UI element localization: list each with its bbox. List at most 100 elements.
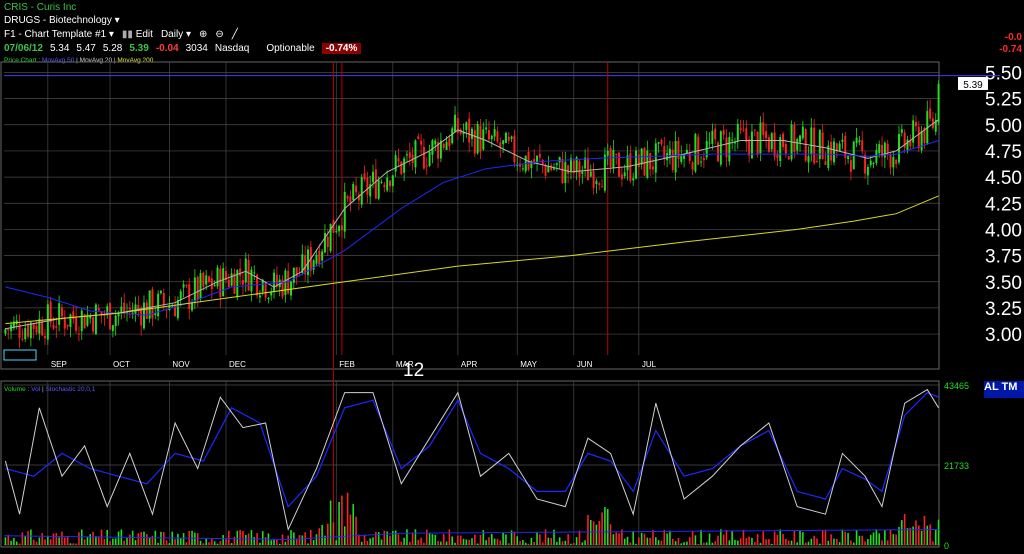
symbol-title[interactable]: CRIS - Curis Inc <box>4 2 76 13</box>
candle-body <box>109 303 112 330</box>
legend-ma200: MovAvg 200 <box>117 57 154 64</box>
candle-body <box>688 152 691 162</box>
candle-body <box>244 258 247 283</box>
candle-body <box>929 108 932 119</box>
industry-group[interactable]: DRUGS - Biotechnology ▾ <box>4 15 120 26</box>
candle-body <box>425 165 428 167</box>
candle-body <box>241 280 244 285</box>
candle-body <box>536 155 539 163</box>
candle-body <box>513 135 516 163</box>
candle-body <box>654 143 657 173</box>
stochastic-signal-line <box>5 391 939 508</box>
volume-indicator-legend[interactable]: Volume : Vol | Stochastic 20,0,1 <box>4 386 96 393</box>
candle-body <box>507 136 510 141</box>
draw-line-icon[interactable]: ╱ <box>231 29 238 40</box>
candle-body <box>233 273 236 294</box>
candle-body <box>38 318 41 334</box>
candle-body <box>273 272 276 291</box>
candle-body <box>315 254 318 264</box>
price-tick-label: 4.00 <box>985 220 1022 241</box>
scroll-strip[interactable]: AL TM <box>984 381 1024 398</box>
candle-body <box>558 156 561 163</box>
chart-template-select[interactable]: F1 - Chart Template #1 ▾ <box>4 29 114 40</box>
candle-body <box>550 165 553 171</box>
candle-body <box>835 143 838 152</box>
candle-body <box>86 314 89 326</box>
zoom-in-icon[interactable]: ⊕ <box>198 29 208 40</box>
candle-body <box>895 159 898 165</box>
candle-body <box>383 184 386 188</box>
candle-body <box>584 157 587 169</box>
candle-body <box>804 129 807 161</box>
candle-body <box>97 308 100 311</box>
candle-body <box>793 125 796 152</box>
price-scroll-box <box>3 349 37 361</box>
candle-body <box>731 139 734 141</box>
candle-body <box>12 321 15 329</box>
template-label: F1 - Chart Template #1 <box>4 29 107 40</box>
candle-body <box>408 152 411 158</box>
candle-body <box>301 254 304 273</box>
moving-average-line <box>5 195 939 325</box>
candle-body <box>807 156 810 163</box>
candle-body <box>564 161 567 184</box>
symbol-separator: - <box>27 2 37 13</box>
candle-body <box>527 151 530 170</box>
candle-body <box>521 168 524 170</box>
candle-body <box>60 307 63 317</box>
candle-body <box>4 329 7 334</box>
month-label: SEP <box>51 360 67 369</box>
candle-body <box>547 165 550 173</box>
candle-body <box>677 140 680 159</box>
candle-body <box>575 157 578 173</box>
candle-body <box>275 274 278 287</box>
candle-body <box>157 293 160 317</box>
candle-body <box>493 129 496 137</box>
volume-tick-label: 0 <box>944 541 949 551</box>
candle-body <box>702 157 705 161</box>
candle-body <box>861 140 864 152</box>
candle-body <box>864 154 867 174</box>
candle-body <box>618 152 621 177</box>
candle-body <box>236 270 239 298</box>
price-indicator-legend[interactable]: Price Chart : MovAvg 50 | MovAvg 20 | Mo… <box>4 57 154 64</box>
candle-body <box>685 149 688 153</box>
candle-body <box>357 194 360 201</box>
candle-body <box>643 147 646 176</box>
candle-body <box>657 142 660 144</box>
candle-body <box>196 276 199 300</box>
year-marker: 12 <box>403 360 424 381</box>
price-tick-label: 4.75 <box>985 142 1022 163</box>
candle-body <box>572 160 575 174</box>
candle-body <box>767 137 770 152</box>
price-tick-label: 5.00 <box>985 116 1022 137</box>
candle-body <box>131 312 134 314</box>
candle-body <box>281 279 284 297</box>
candle-body <box>326 236 329 248</box>
candle-body <box>878 144 881 154</box>
candle-body <box>338 225 341 232</box>
candle-body <box>909 140 912 147</box>
bar-chart-icon: ▮▮ <box>121 29 133 40</box>
candle-body <box>94 304 97 335</box>
zoom-out-icon[interactable]: ⊖ <box>215 29 224 40</box>
candle-body <box>394 155 397 172</box>
candle-body <box>386 177 389 191</box>
candle-body <box>567 165 570 174</box>
company-name: Curis Inc <box>36 2 77 13</box>
candle-body <box>253 272 256 274</box>
candle-body <box>586 157 589 181</box>
candle-body <box>674 141 677 173</box>
candle-body <box>239 268 242 276</box>
candle-body <box>456 118 459 133</box>
edit-button[interactable]: ▮▮ Edit <box>122 29 153 40</box>
chevron-down-icon: ▾ <box>185 29 191 40</box>
candle-body <box>680 154 683 162</box>
candle-body <box>439 140 442 159</box>
candle-body <box>708 142 711 144</box>
period-select[interactable]: Daily ▾ <box>161 29 191 40</box>
candle-body <box>796 139 799 151</box>
candle-body <box>603 154 606 191</box>
candle-body <box>247 260 250 291</box>
